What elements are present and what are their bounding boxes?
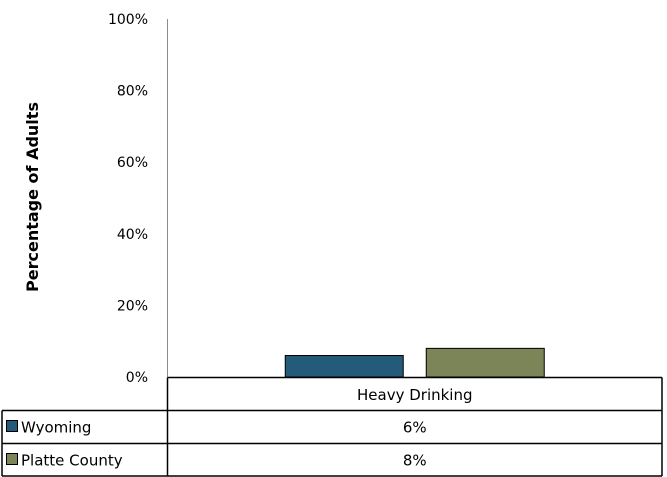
legend-swatch: [6, 453, 18, 465]
bar-platte-county: [425, 347, 545, 378]
legend-swatch: [6, 420, 18, 432]
y-axis-title-group: Percentage of Adults: [23, 102, 42, 292]
y-tick-label: 40%: [117, 227, 148, 243]
data-table: Heavy Drinking Wyoming 6% Platte County 8%: [1, 376, 663, 477]
y-tick-label: 80%: [117, 84, 148, 100]
y-tick-label: 0%: [126, 370, 148, 386]
category-label: Heavy Drinking: [357, 386, 473, 404]
y-axis-ticks: 0% 20% 40% 60% 80% 100%: [108, 12, 148, 386]
bars: [284, 347, 545, 378]
legend-label: Platte County: [21, 452, 123, 470]
legend-label: Wyoming: [21, 419, 91, 437]
data-label: 6%: [403, 419, 427, 437]
bar-wyoming: [284, 355, 404, 378]
y-axis-title: Percentage of Adults: [23, 102, 42, 292]
y-tick-label: 20%: [117, 298, 148, 314]
y-tick-label: 60%: [117, 155, 148, 171]
y-tick-label: 100%: [108, 12, 148, 28]
data-label: 8%: [403, 452, 427, 470]
